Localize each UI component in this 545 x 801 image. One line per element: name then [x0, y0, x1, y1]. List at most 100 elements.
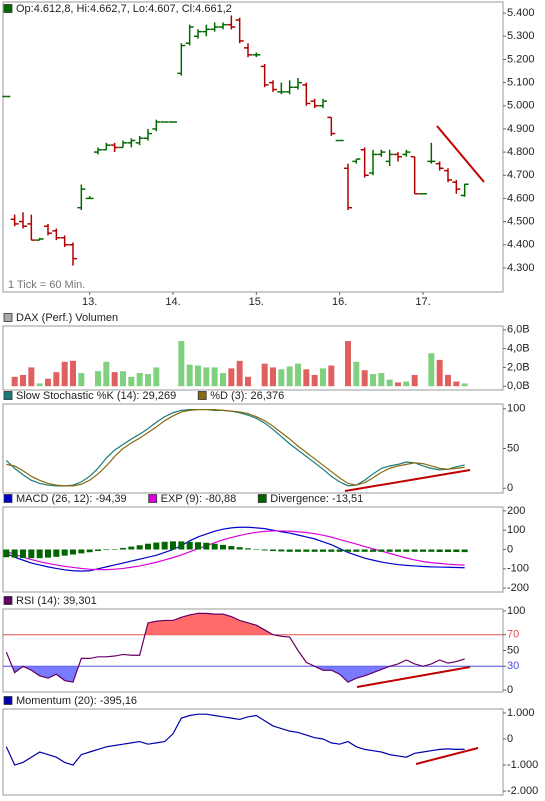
volume-bar: [261, 363, 268, 387]
y-tick-label: -2.000: [507, 785, 538, 797]
volume-bar: [61, 361, 68, 387]
y-tick-label: 50: [507, 442, 519, 454]
divergence-bar: [120, 547, 126, 550]
divergence-bar: [236, 547, 243, 550]
volume-bar: [453, 381, 460, 387]
panel-frame: [2, 325, 504, 391]
y-tick-label: 5.100: [507, 77, 535, 89]
divergence-bar: [420, 549, 426, 552]
volume-bar: [203, 367, 210, 387]
legend-label: Divergence: -13,51: [270, 493, 363, 505]
legend-label: Momentum (20): -395,16: [16, 695, 137, 707]
divergence-bar: [395, 549, 401, 552]
divergence-bar: [428, 549, 435, 552]
panel-frame: [2, 506, 504, 593]
divergence-bar: [153, 542, 160, 550]
y-tick-label: 4.800: [507, 146, 535, 158]
panel-frame: [2, 708, 504, 796]
volume-bar: [436, 359, 443, 387]
divergence-bar: [95, 549, 101, 552]
trend-line: [344, 469, 471, 492]
volume-bar: [186, 364, 193, 387]
volume-bar: [220, 373, 226, 387]
legend-swatch: [197, 391, 207, 400]
divergence-bar: [386, 549, 393, 552]
volume-bar: [303, 369, 310, 387]
y-tick-label: -1.000: [507, 759, 538, 771]
y-tick-label: 30: [507, 660, 519, 672]
legend-label: %D (3): 26,376: [210, 390, 284, 402]
x-tick-label: 16.: [332, 296, 347, 308]
zone-fill: [6, 666, 465, 683]
divergence-bar: [45, 549, 51, 558]
series-line: [6, 530, 465, 571]
divergence-bar: [345, 549, 351, 552]
zone-fill: [144, 613, 273, 635]
volume-bar: [461, 383, 468, 387]
volume-bar: [311, 374, 318, 387]
volume-bar: [320, 368, 326, 387]
y-tick-label: 1.000: [507, 707, 535, 719]
volume-bar: [145, 374, 151, 387]
trend-lines: [344, 125, 485, 765]
volume-bar: [278, 369, 285, 387]
divergence-bar: [303, 549, 310, 552]
volume-bar: [286, 366, 293, 387]
divergence-bar: [86, 549, 93, 553]
legend-label: DAX (Perf.) Volumen: [16, 312, 118, 324]
y-tick-label: 0: [507, 733, 513, 745]
volume-bar: [70, 360, 76, 387]
divergence-bar: [136, 545, 143, 550]
legend-swatch: [257, 494, 267, 503]
volume-bar: [328, 365, 335, 387]
volume-bar: [136, 373, 143, 387]
divergence-bar: [361, 549, 368, 552]
divergence-bar: [111, 549, 118, 550]
divergence-bar: [145, 543, 151, 550]
volume-bar: [345, 341, 351, 387]
series-line: [6, 408, 465, 487]
y-tick-label: 0,0B: [507, 380, 530, 392]
legend-swatch: [3, 596, 13, 605]
y-tick-label: -200: [507, 582, 529, 594]
volume-bar: [195, 365, 201, 387]
divergence-bar: [36, 549, 43, 559]
divergence-bar: [78, 549, 85, 554]
volume-bar: [95, 371, 101, 387]
volume-bar: [245, 376, 251, 387]
trend-line: [356, 666, 471, 688]
volume-bar: [270, 367, 276, 387]
volume-bar: [28, 367, 35, 387]
volume-bar: [11, 376, 18, 387]
legend-label: MACD (26, 12): -94,39: [16, 493, 127, 505]
y-tick-label: 200: [507, 505, 525, 517]
volume-bar: [53, 372, 60, 387]
divergence-bar: [245, 548, 251, 550]
volume-bar: [45, 378, 51, 387]
divergence-bar: [61, 549, 68, 556]
y-tick-label: 4.400: [507, 239, 535, 251]
y-tick-label: 4.500: [507, 215, 535, 227]
divergence-bar: [378, 549, 385, 552]
y-tick-label: 5.000: [507, 100, 535, 112]
y-tick-label: 4.700: [507, 169, 535, 181]
volume-bar: [111, 372, 118, 387]
x-tick-label: 14.: [165, 296, 180, 308]
y-tick-label: 5.300: [507, 30, 535, 42]
legend-swatch: [148, 494, 158, 503]
divergence-bar: [295, 549, 301, 552]
volume-bar: [386, 379, 393, 387]
divergence-bar: [278, 549, 285, 552]
volume-bar: [120, 371, 126, 387]
divergence-bar: [370, 549, 376, 552]
trend-line: [415, 747, 479, 765]
annotation: 1 Tick = 60 Min.: [8, 279, 85, 291]
volume-bar: [228, 368, 235, 387]
volume-bar: [20, 374, 26, 387]
divergence-bar: [328, 549, 335, 552]
divergence-bar: [286, 549, 293, 552]
y-tick-label: 0: [507, 543, 513, 555]
legend-swatch: [3, 696, 13, 705]
divergence-bar: [253, 549, 260, 550]
